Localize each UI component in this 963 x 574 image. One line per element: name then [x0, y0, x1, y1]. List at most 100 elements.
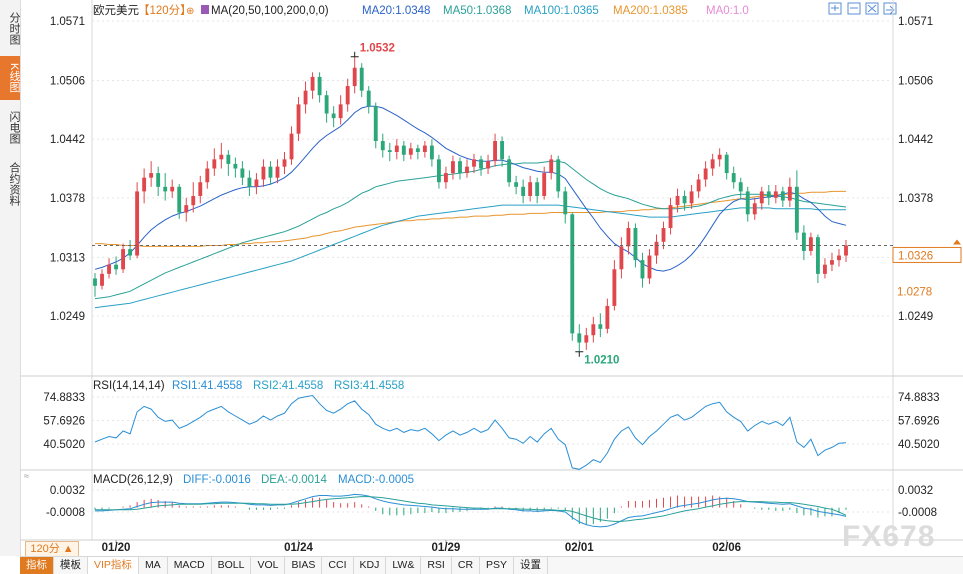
candle-body — [717, 154, 722, 160]
candle-body — [366, 90, 371, 107]
tab-rsi[interactable]: RSI — [421, 557, 452, 574]
price-tick-left: 1.0442 — [50, 134, 85, 146]
candle-down — [156, 166, 161, 196]
candle-up — [710, 153, 715, 176]
sidebar-tab-flash[interactable]: 闪电图 — [8, 110, 20, 144]
ma-params: MA(20,50,100,200,0,0) — [211, 5, 329, 17]
candle-up — [303, 81, 308, 114]
dea-value: DEA:-0.0014 — [261, 474, 327, 486]
candle-body — [787, 186, 792, 201]
candle-body — [521, 186, 526, 196]
candle-up — [584, 327, 589, 350]
rsi3-value: RSI3:41.4558 — [334, 380, 404, 392]
price-tick-left: 1.0506 — [50, 76, 85, 88]
period-label: 【120分】 — [138, 4, 192, 17]
tab-cci[interactable]: CCI — [322, 557, 354, 574]
macd-tick-right: -0.0008 — [898, 507, 937, 519]
candle-body — [331, 113, 336, 119]
tab-lw[interactable]: LW& — [386, 557, 422, 574]
candle-body — [352, 67, 357, 87]
time-label: 01/20 — [102, 542, 131, 554]
candle-body — [823, 264, 827, 274]
candle-body — [128, 249, 133, 256]
period-toggle-icon[interactable]: ⊕ — [186, 6, 194, 17]
tab-settings[interactable]: 设置 — [514, 557, 549, 574]
macd-axis-icon[interactable]: ≈ — [24, 471, 29, 481]
candle-up — [394, 139, 399, 160]
candle-body — [121, 249, 126, 270]
period-button[interactable]: 120分 ▲ — [25, 541, 79, 557]
expand-icon[interactable] — [828, 2, 842, 15]
candle-down — [366, 86, 371, 114]
sidebar-tab-contract[interactable]: 合约资料 — [8, 162, 20, 206]
tab-cr[interactable]: CR — [452, 557, 481, 574]
tab-kdj[interactable]: KDJ — [354, 557, 387, 574]
candle-body — [584, 335, 589, 343]
candle-body — [605, 305, 610, 329]
tab-macd[interactable]: MACD — [168, 557, 212, 574]
price-tick-left: 1.0571 — [50, 16, 85, 28]
candle-up — [352, 56, 357, 94]
candle-body — [794, 186, 799, 233]
candle-body — [275, 166, 280, 178]
candle-body — [429, 145, 434, 160]
tab-boll[interactable]: BOLL — [212, 557, 252, 574]
rsi1-value: RSI1:41.4558 — [172, 380, 242, 392]
tab-vol[interactable]: VOL — [251, 557, 286, 574]
candle-up — [689, 184, 694, 209]
candle-body — [163, 186, 168, 192]
tab-template[interactable]: 模板 — [54, 557, 88, 574]
candle-body — [682, 195, 687, 204]
candle-down — [500, 136, 505, 167]
candle-up — [472, 153, 476, 174]
rsi-tick-left: 74.8833 — [43, 392, 85, 404]
candle-body — [135, 191, 140, 256]
lower-price-label: 1.0278 — [897, 286, 932, 298]
candle-body — [626, 228, 631, 247]
zoom-icon[interactable] — [865, 2, 879, 15]
current-price-marker: 1.0326 — [892, 239, 962, 263]
price-axis: 1.0571 1.0571 1.0506 1.0506 1.0442 1.0442 1.03… — [50, 16, 933, 323]
settings-icon[interactable] — [883, 2, 897, 15]
candle-body — [647, 255, 652, 279]
candle-down — [479, 155, 483, 176]
candle-body — [640, 260, 645, 279]
tab-bias[interactable]: BIAS — [285, 557, 323, 574]
sidebar-tab-kline[interactable]: K线图 — [0, 56, 20, 100]
candle-down — [359, 63, 364, 98]
moving-average-lines — [94, 105, 847, 309]
ma20-line — [94, 105, 847, 272]
tab-vip-indicator[interactable]: VIP指标 — [88, 557, 139, 574]
candle-down — [633, 223, 638, 268]
candle-down — [401, 141, 406, 162]
candle-body — [808, 237, 813, 251]
candle-up — [668, 197, 673, 235]
candle-up — [289, 126, 294, 165]
diff-line — [95, 493, 847, 528]
candle-up — [135, 182, 140, 259]
candle-down — [801, 225, 806, 261]
tab-ma[interactable]: MA — [139, 557, 168, 574]
tab-indicator[interactable]: 指标 — [20, 557, 54, 574]
candle-up — [149, 161, 154, 187]
candle-body — [696, 179, 701, 192]
candle-down — [556, 155, 561, 198]
tab-psy[interactable]: PSY — [480, 557, 515, 574]
candle-body — [345, 86, 350, 105]
candle-up — [549, 154, 554, 180]
candle-body — [324, 95, 329, 114]
crosshair-icon[interactable] — [847, 2, 861, 15]
candle-up — [844, 239, 848, 262]
candle-down — [324, 90, 329, 123]
candles — [93, 56, 848, 352]
candle-up — [444, 166, 448, 189]
candle-body — [338, 104, 343, 119]
sidebar-tab-timeshare[interactable]: 分时图 — [8, 11, 20, 45]
candle-up — [486, 154, 490, 174]
candle-body — [261, 166, 266, 180]
candle-down — [436, 154, 441, 189]
time-label: 02/06 — [712, 542, 741, 554]
price-tick-left: 1.0313 — [50, 252, 85, 264]
candle-body — [219, 154, 224, 160]
price-chart[interactable]: 欧元美元 【120分】 ⊕ MA(20,50,100,200,0,0) MA20… — [0, 0, 963, 556]
